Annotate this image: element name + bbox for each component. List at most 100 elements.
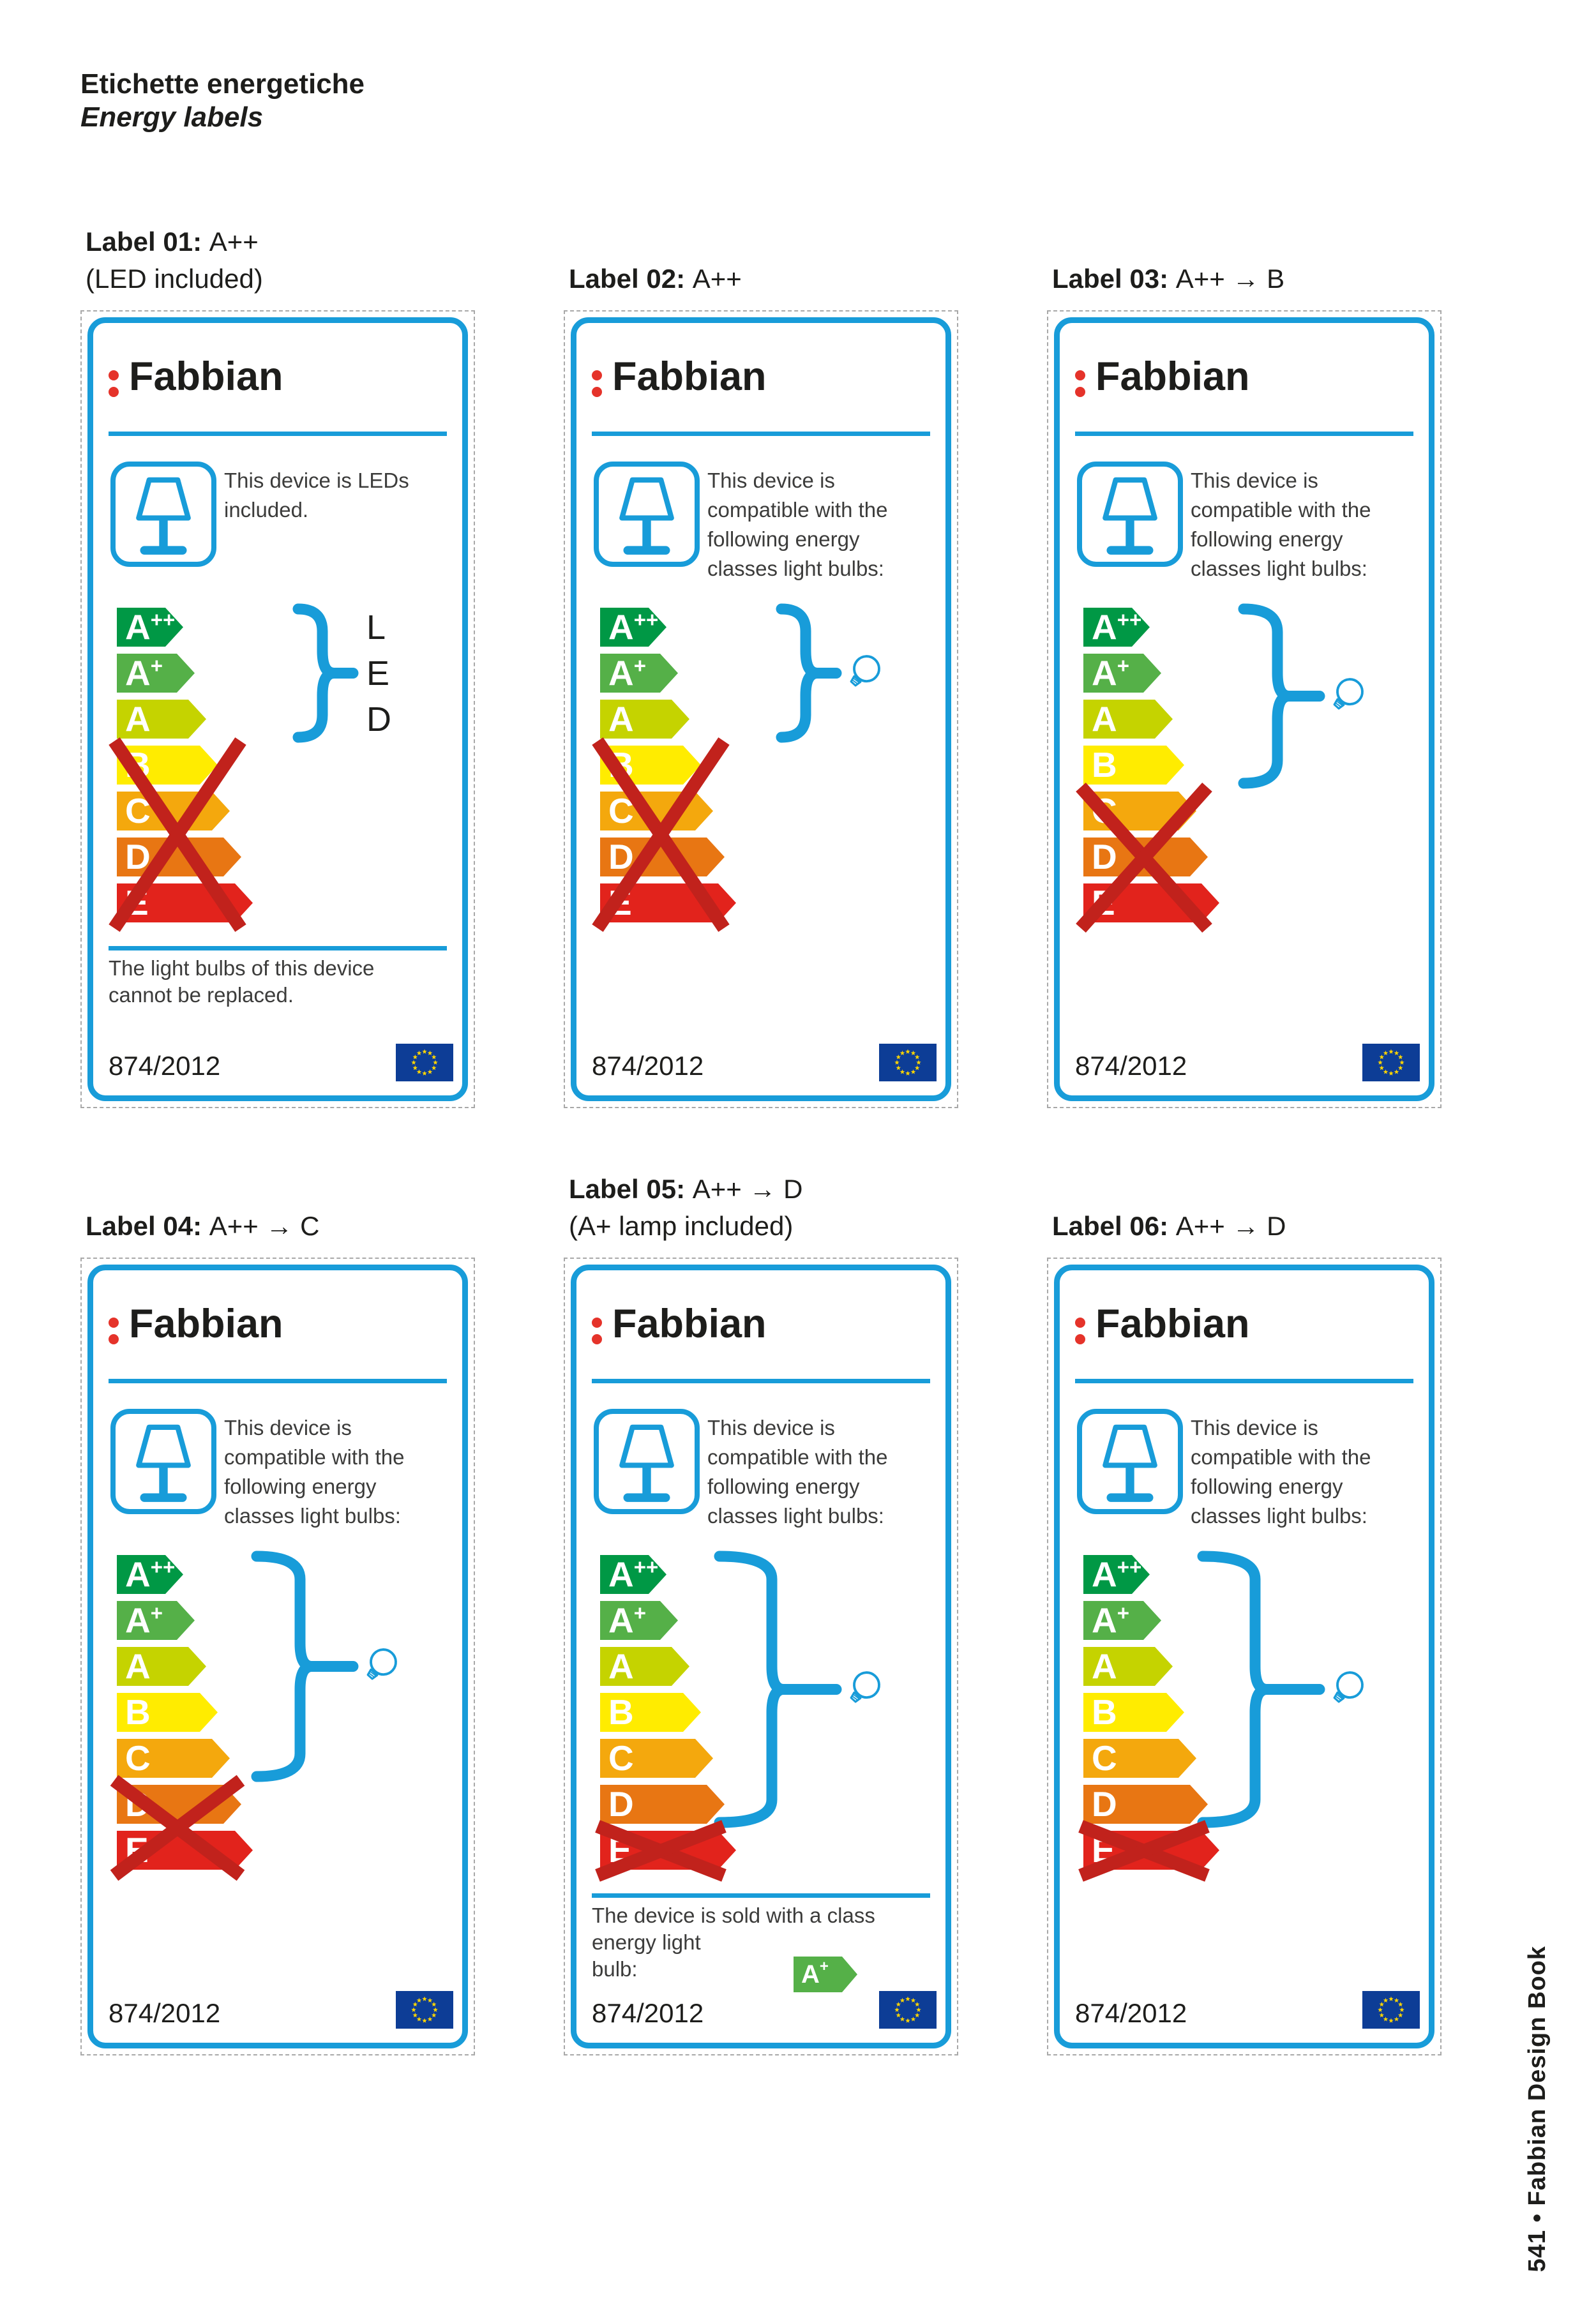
label-frame: Fabbian This device is compatible with th… <box>87 1265 468 2048</box>
energy-label: Label 01: A++ (LED included) Fabbian Thi… <box>80 227 475 1108</box>
logo-colon-icon <box>592 370 602 380</box>
energy-class-arrow: A + <box>117 654 195 693</box>
crossed-out-icon <box>595 1820 726 1882</box>
divider-bottom <box>109 946 447 950</box>
logo-colon-icon <box>109 1318 119 1328</box>
device-description: This device is compatible with the followi… <box>1191 469 1371 580</box>
energy-class-arrow: B <box>117 1693 218 1732</box>
divider-top <box>592 432 930 436</box>
bulb-icon <box>850 654 880 687</box>
energy-class-arrow: A ++ <box>117 608 183 647</box>
label-title: Label 01: A++ (LED included) <box>86 223 494 297</box>
eu-flag-icon <box>879 1991 937 2029</box>
lamp-icon <box>594 462 700 567</box>
eu-flag-icon <box>1362 1991 1420 2029</box>
logo-colon-icon <box>592 1318 602 1328</box>
label-title: Label 04: A++ → C <box>86 1208 494 1245</box>
label-title-bold: Label 05: <box>569 1174 686 1204</box>
regulation-number: 874/2012 <box>592 1051 704 1081</box>
energy-class-arrow: A ++ <box>1083 608 1150 647</box>
energy-class-arrow: A + <box>600 654 678 693</box>
label-frame: Fabbian This device is compatible with th… <box>571 317 951 1101</box>
energy-class-arrow: C <box>117 1739 230 1778</box>
brace-icon <box>714 1551 842 1828</box>
label-note: The device is sold with a class energy li… <box>592 1904 875 1981</box>
brace-icon <box>776 603 842 743</box>
regulation-number: 874/2012 <box>592 1998 704 2028</box>
energy-class-arrow: D <box>600 1785 725 1824</box>
label-title-line: Label 06: A++ → D <box>1052 1208 1461 1245</box>
energy-class-scale: A++ A+ A B C D E <box>600 1555 736 1877</box>
label-title-rest: A++ <box>202 227 259 257</box>
energy-class-arrow: A <box>600 1647 689 1686</box>
device-description: This device is LEDs included. <box>224 469 409 522</box>
label-title-bold: Label 03: <box>1052 264 1169 294</box>
label-title-rest: A++ → D <box>1168 1211 1286 1241</box>
label-title: Label 06: A++ → D <box>1052 1208 1461 1245</box>
table-lamp-icon <box>619 477 674 555</box>
energy-class-arrow: A <box>600 700 689 739</box>
table-lamp-icon <box>619 1424 674 1502</box>
energy-label: Label 05: A++ → D (A+ lamp included) Fab… <box>564 1174 958 2055</box>
energy-class-arrow: A ++ <box>600 1555 666 1594</box>
lamp-icon <box>594 1409 700 1514</box>
label-subtitle: (A+ lamp included) <box>569 1211 794 1241</box>
page-header: Etichette energetiche Energy labels <box>80 68 365 134</box>
label-title: Label 02: A++ <box>569 260 977 297</box>
logo-colon-icon <box>592 387 602 397</box>
energy-class-arrow: C <box>600 792 713 830</box>
energy-class-scale: A++ A+ A B C D E <box>1083 608 1219 929</box>
energy-class-arrow: A <box>1083 700 1173 739</box>
logo-colon-icon <box>1075 1334 1085 1344</box>
energy-class-arrow: A + <box>1083 1601 1161 1640</box>
regulation-number: 874/2012 <box>1075 1051 1187 1081</box>
included-bulb-class-arrow: A + <box>794 1957 857 1992</box>
brand-logo-text: Fabbian <box>612 1302 767 1346</box>
label-frame: Fabbian This device is LEDs included. A ++… <box>87 317 468 1101</box>
energy-class-arrow: C <box>117 792 230 830</box>
label-subtitle: (LED included) <box>86 264 263 294</box>
label-title: Label 05: A++ → D (A+ lamp included) <box>569 1171 977 1245</box>
divider-top <box>592 1379 930 1383</box>
energy-class-arrow: C <box>1083 1739 1196 1778</box>
logo-colon-icon <box>1075 387 1085 397</box>
label-title-bold: Label 01: <box>86 227 202 257</box>
label-note: The light bulbs of this device cannot be … <box>109 956 375 1007</box>
crossed-out-icon <box>1076 782 1212 933</box>
lamp-icon <box>110 1409 216 1514</box>
brace-icon <box>292 603 359 743</box>
bulb-icon <box>1333 677 1364 710</box>
energy-class-arrow: C <box>600 1739 713 1778</box>
device-description: This device is compatible with the followi… <box>224 1416 405 1528</box>
label-title-rest: A++ → D <box>685 1174 803 1204</box>
label-title-line: Label 03: A++ → B <box>1052 260 1461 297</box>
table-lamp-icon <box>1103 477 1157 555</box>
crossed-out-icon <box>110 1775 245 1881</box>
label-title-bold: Label 04: <box>86 1211 202 1241</box>
brand-logo-text: Fabbian <box>1095 354 1250 399</box>
label-title-line: Label 02: A++ <box>569 260 977 297</box>
divider-top <box>1075 432 1413 436</box>
energy-class-arrow: A <box>117 1647 206 1686</box>
eu-flag-icon <box>396 1044 453 1081</box>
eu-flag-icon <box>879 1044 937 1081</box>
table-lamp-icon <box>1103 1424 1157 1502</box>
energy-label: Label 06: A++ → D Fabbian This device is… <box>1047 1211 1442 2055</box>
device-description: This device is compatible with the followi… <box>1191 1416 1371 1528</box>
device-description: This device is compatible with the followi… <box>707 1416 888 1528</box>
energy-class-arrow: A + <box>1083 654 1161 693</box>
brand-logo-text: Fabbian <box>612 354 767 399</box>
bulb-icon <box>850 1671 880 1703</box>
bulb-icon <box>366 1648 397 1680</box>
label-title-bold: Label 06: <box>1052 1211 1169 1241</box>
energy-class-arrow: A ++ <box>1083 1555 1150 1594</box>
label-title-rest: A++ → C <box>202 1211 320 1241</box>
label-title-bold: Label 02: <box>569 264 686 294</box>
crossed-out-icon <box>592 737 730 932</box>
energy-class-arrow: A ++ <box>117 1555 183 1594</box>
table-lamp-icon <box>136 1424 191 1502</box>
regulation-number: 874/2012 <box>109 1051 221 1081</box>
label-frame: Fabbian This device is compatible with th… <box>1054 317 1434 1101</box>
regulation-number: 874/2012 <box>109 1998 221 2028</box>
